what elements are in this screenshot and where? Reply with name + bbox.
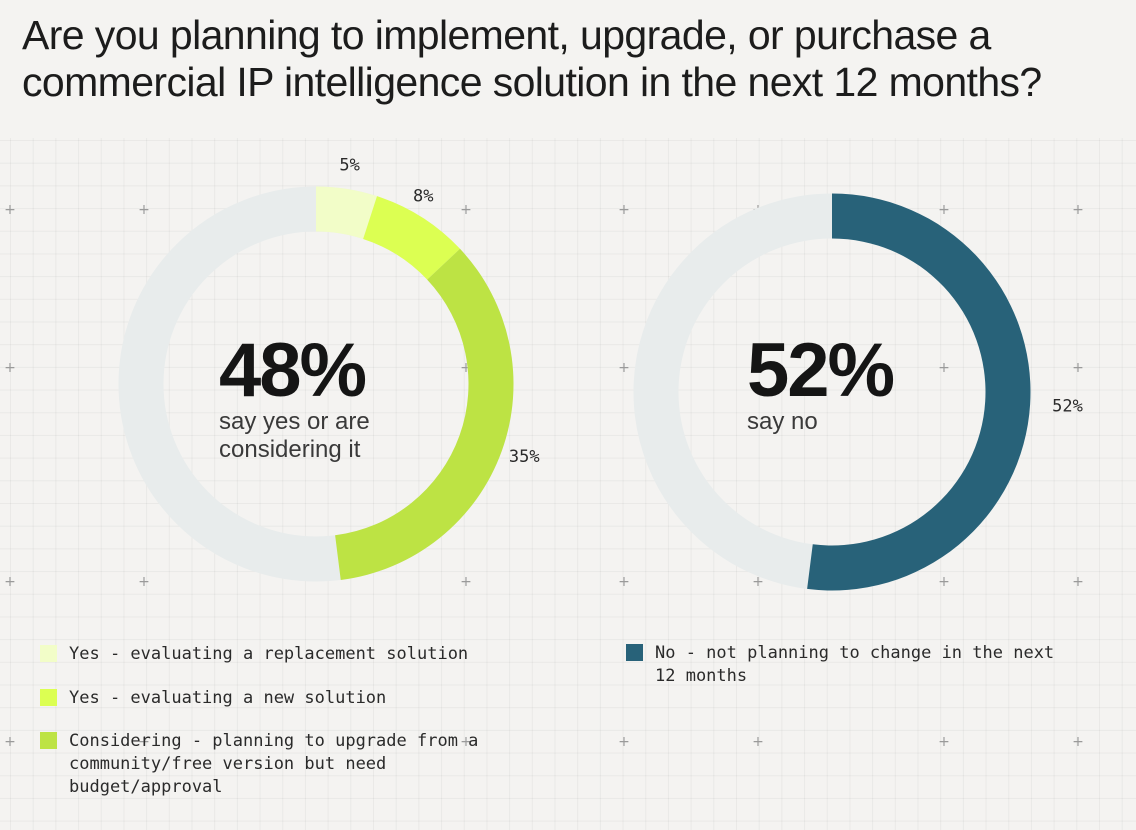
plus-mark: + xyxy=(138,574,150,590)
plus-mark: + xyxy=(618,360,630,376)
plus-mark: + xyxy=(1072,202,1084,218)
legend-label: No - not planning to change in the next … xyxy=(655,643,1055,686)
plus-mark: + xyxy=(138,202,150,218)
plus-mark: + xyxy=(4,734,16,750)
legend-item-yes-new: Yes - evaluating a new solution xyxy=(40,687,560,710)
legend-label: Considering - planning to upgrade from a… xyxy=(69,731,479,797)
plus-mark: + xyxy=(138,734,150,750)
plus-mark: + xyxy=(752,734,764,750)
plus-mark: + xyxy=(938,734,950,750)
plus-mark: + xyxy=(1072,734,1084,750)
plus-mark: + xyxy=(618,574,630,590)
center-value-no: 52% xyxy=(747,328,895,413)
legend-swatch xyxy=(626,644,643,661)
donut-chart-yes: 5% 8% 35% xyxy=(118,156,540,582)
legend-item-considering: Considering - planning to upgrade from a… xyxy=(40,730,530,799)
title-band xyxy=(0,0,1136,138)
donut-segment xyxy=(363,196,460,280)
grid-plus-marks: + + + + + + ++ + + + + + ++ + + + + + ++ + + + + + + xyxy=(4,202,1084,750)
plus-mark: + xyxy=(460,574,472,590)
plus-mark: + xyxy=(752,574,764,590)
data-label: 52% xyxy=(1052,396,1083,416)
plus-mark: + xyxy=(460,734,472,750)
legend-label: Yes - evaluating a replacement solution xyxy=(69,644,469,664)
legend-swatch xyxy=(40,689,57,706)
donut-segment xyxy=(316,186,378,239)
plus-mark: + xyxy=(618,202,630,218)
center-caption-no: say no xyxy=(747,408,818,435)
legend-swatch xyxy=(40,645,57,662)
plus-mark: + xyxy=(938,202,950,218)
data-label: 8% xyxy=(413,186,433,206)
legend-label: Yes - evaluating a new solution xyxy=(69,688,387,708)
donut-chart-no: 52% xyxy=(633,193,1083,591)
data-label: 35% xyxy=(509,447,540,467)
legend-item-yes-replacement: Yes - evaluating a replacement solution xyxy=(40,643,560,666)
donut-segment xyxy=(807,193,1031,591)
plus-mark: + xyxy=(752,360,764,376)
donut-segment xyxy=(335,248,514,580)
plus-mark: + xyxy=(1072,360,1084,376)
data-label: 5% xyxy=(339,156,359,176)
legend-swatch xyxy=(40,732,57,749)
page-title: Are you planning to implement, upgrade, … xyxy=(22,12,1042,105)
center-caption-yes: say yes or are considering it xyxy=(219,408,370,463)
legend-item-no: No - not planning to change in the next … xyxy=(626,642,1076,688)
plus-mark: + xyxy=(460,360,472,376)
plus-mark: + xyxy=(4,202,16,218)
plus-mark: + xyxy=(4,360,16,376)
plus-mark: + xyxy=(938,574,950,590)
plus-mark: + xyxy=(1072,574,1084,590)
plus-mark: + xyxy=(618,734,630,750)
plus-mark: + xyxy=(460,202,472,218)
center-value-yes: 48% xyxy=(219,328,367,413)
plus-mark: + xyxy=(938,360,950,376)
plus-mark: + xyxy=(4,574,16,590)
